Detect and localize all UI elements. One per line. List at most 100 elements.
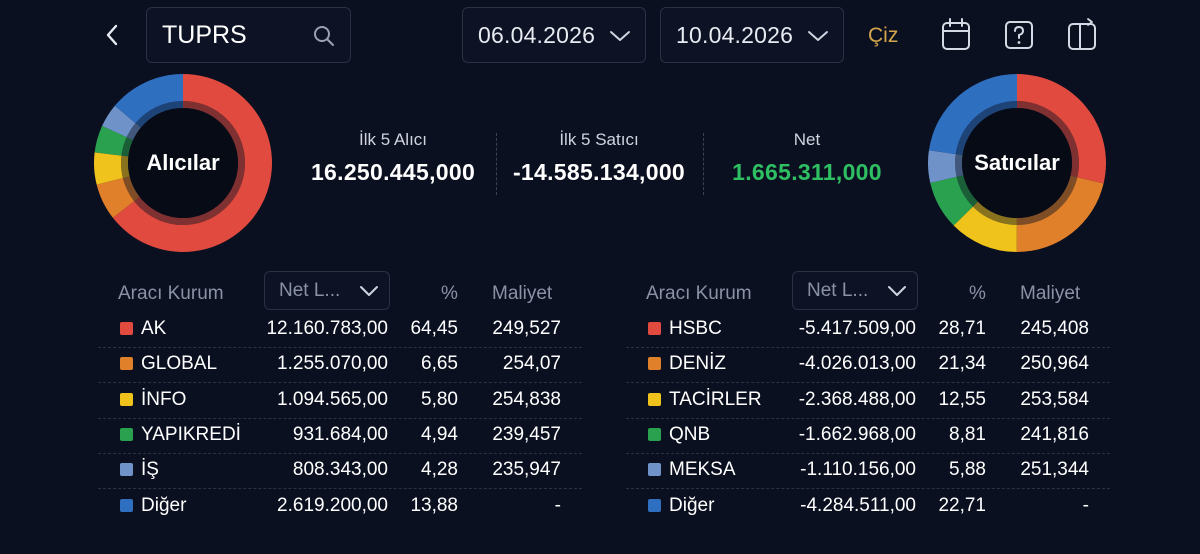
broker-color-swatch <box>120 357 133 371</box>
table-row[interactable]: HSBC -5.417.509,00 28,71 245,408 <box>626 313 1110 348</box>
percent-value: 13,88 <box>410 494 458 516</box>
percent-value: 5,80 <box>421 388 458 410</box>
sellers-donut-slice-3[interactable] <box>930 176 973 226</box>
net-lot-value: -4.026.013,00 <box>798 353 916 375</box>
buyers-donut-slice-1[interactable] <box>96 178 135 218</box>
percent-value: 21,34 <box>938 353 986 375</box>
broker-color-swatch <box>648 463 661 477</box>
sellers-donut-slice-1[interactable] <box>1016 177 1104 252</box>
table-row[interactable]: TACİRLER -2.368.488,00 12,55 253,584 <box>626 384 1110 419</box>
cost-value: 235,947 <box>492 459 561 481</box>
row-divider <box>626 417 1110 419</box>
table-row[interactable]: İŞ 808.343,00 4,28 235,947 <box>98 454 582 490</box>
sellers-donut-slice-5[interactable] <box>928 74 1017 155</box>
buyers-donut-slice-inner-5 <box>135 101 183 128</box>
sellers-donut-slice-inner-3 <box>956 175 978 207</box>
row-divider <box>98 347 582 348</box>
row-divider <box>98 452 582 454</box>
table-row[interactable]: İNFO 1.094.565,00 5,80 254,838 <box>98 384 582 419</box>
buyers-donut-slice-inner-4 <box>126 123 141 141</box>
draw-button[interactable]: Çiz <box>868 24 899 47</box>
sellers-donut-svg <box>928 74 1106 252</box>
broker-name: İŞ <box>141 459 159 481</box>
summary-divider <box>703 133 704 195</box>
percent-value: 28,71 <box>938 318 986 339</box>
net-lot-value: -5.417.509,00 <box>798 318 916 339</box>
percent-value: 5,88 <box>949 459 986 481</box>
buyers-sort-value: Net L... <box>279 279 341 301</box>
buyers-donut-slice-2[interactable] <box>94 152 123 185</box>
net-lot-value: 2.619.200,00 <box>277 494 388 516</box>
sellers-sort-select[interactable]: Net L... <box>792 271 918 310</box>
net-lot-value: -1.110.156,00 <box>800 459 916 481</box>
broker-color-swatch <box>120 392 133 406</box>
back-button[interactable] <box>96 18 128 52</box>
broker-color-swatch <box>648 357 661 371</box>
start-date-select[interactable]: 06.04.2026 <box>462 7 646 63</box>
end-date-select[interactable]: 10.04.2026 <box>660 7 844 63</box>
net-lot-value: -4.284.511,00 <box>800 494 916 516</box>
buyers-donut-slice-0[interactable] <box>112 74 272 252</box>
summary-sellers: İlk 5 Satıcı -14.585.134,000 <box>506 130 692 186</box>
net-lot-value: -1.662.968,00 <box>798 423 916 445</box>
percent-value: 4,28 <box>421 459 458 481</box>
sellers-donut-slice-2[interactable] <box>953 206 1017 252</box>
table-row[interactable]: QNB -1.662.968,00 8,81 241,816 <box>626 419 1110 454</box>
help-icon[interactable] <box>1003 17 1035 53</box>
sellers-donut-slice-inner-5 <box>955 101 1017 156</box>
broker-name: MEKSA <box>669 459 736 481</box>
broker-color-swatch <box>648 427 661 441</box>
buyers-donut-slice-5[interactable] <box>114 74 183 124</box>
buyers-donut-slice-4[interactable] <box>102 105 136 138</box>
percent-value: 12,55 <box>938 388 986 410</box>
table-row[interactable]: GLOBAL 1.255.070,00 6,65 254,07 <box>98 348 582 384</box>
net-lot-value: 808.343,00 <box>292 459 388 481</box>
buyers-header-cost[interactable]: Maliyet <box>492 283 553 304</box>
buyers-sort-select[interactable]: Net L... <box>264 271 390 310</box>
broker-name: YAPIKREDİ <box>141 423 241 445</box>
sellers-donut-slice-4[interactable] <box>928 150 957 183</box>
row-divider <box>626 347 1110 348</box>
buyers-donut-hole <box>128 108 238 218</box>
sellers-header-broker[interactable]: Aracı Kurum <box>646 283 752 304</box>
summary-buyers: İlk 5 Alıcı 16.250.445,000 <box>300 130 486 186</box>
sellers-donut-slice-0[interactable] <box>1017 74 1106 184</box>
buyers-header-pct[interactable]: % <box>441 283 458 304</box>
table-row[interactable]: Diğer 2.619.200,00 13,88 - <box>98 490 582 525</box>
sellers-header-pct[interactable]: % <box>969 283 986 304</box>
calendar-icon[interactable] <box>940 17 972 53</box>
sellers-donut-label: Satıcılar <box>974 150 1060 175</box>
buyers-header-broker[interactable]: Aracı Kurum <box>118 283 224 304</box>
summary-divider <box>496 133 497 195</box>
table-row[interactable]: AK 12.160.783,00 64,45 249,527 <box>98 313 582 348</box>
row-divider <box>626 488 1110 490</box>
buyers-donut-slice-inner-2 <box>121 155 130 179</box>
sellers-header-cost[interactable]: Maliyet <box>1020 283 1081 304</box>
broker-color-swatch <box>648 498 661 512</box>
table-row[interactable]: Diğer -4.284.511,00 22,71 - <box>626 490 1110 525</box>
buyers-donut-slice-3[interactable] <box>94 125 127 156</box>
table-row[interactable]: MEKSA -1.110.156,00 5,88 251,344 <box>626 454 1110 490</box>
summary-net-value: 1.665.311,000 <box>732 159 882 185</box>
sellers-donut-slice-inner-0 <box>1017 101 1079 178</box>
broker-color-swatch <box>120 463 133 477</box>
table-row[interactable]: DENİZ -4.026.013,00 21,34 250,964 <box>626 348 1110 384</box>
broker-name: GLOBAL <box>141 353 218 375</box>
buyers-table-header: Aracı Kurum Net L... % Maliyet <box>98 271 582 311</box>
net-lot-value: 1.094.565,00 <box>277 388 388 410</box>
broker-name: İNFO <box>141 388 187 410</box>
cost-value: 251,344 <box>1020 459 1089 481</box>
search-icon[interactable] <box>312 24 336 48</box>
row-divider <box>98 488 582 490</box>
buyers-donut-svg <box>94 74 272 252</box>
sellers-donut-slice-inner-1 <box>1016 175 1078 225</box>
search-input[interactable] <box>162 20 312 50</box>
table-row[interactable]: YAPIKREDİ 931.684,00 4,94 239,457 <box>98 419 582 454</box>
row-divider <box>98 417 582 419</box>
cost-value: 254,07 <box>502 353 561 375</box>
percent-value: 4,94 <box>421 423 458 445</box>
net-lot-value: 1.255.070,00 <box>277 353 388 375</box>
layout-switch-icon[interactable] <box>1066 17 1098 53</box>
buyers-donut-label: Alıcılar <box>146 150 220 175</box>
symbol-search[interactable] <box>146 7 351 63</box>
